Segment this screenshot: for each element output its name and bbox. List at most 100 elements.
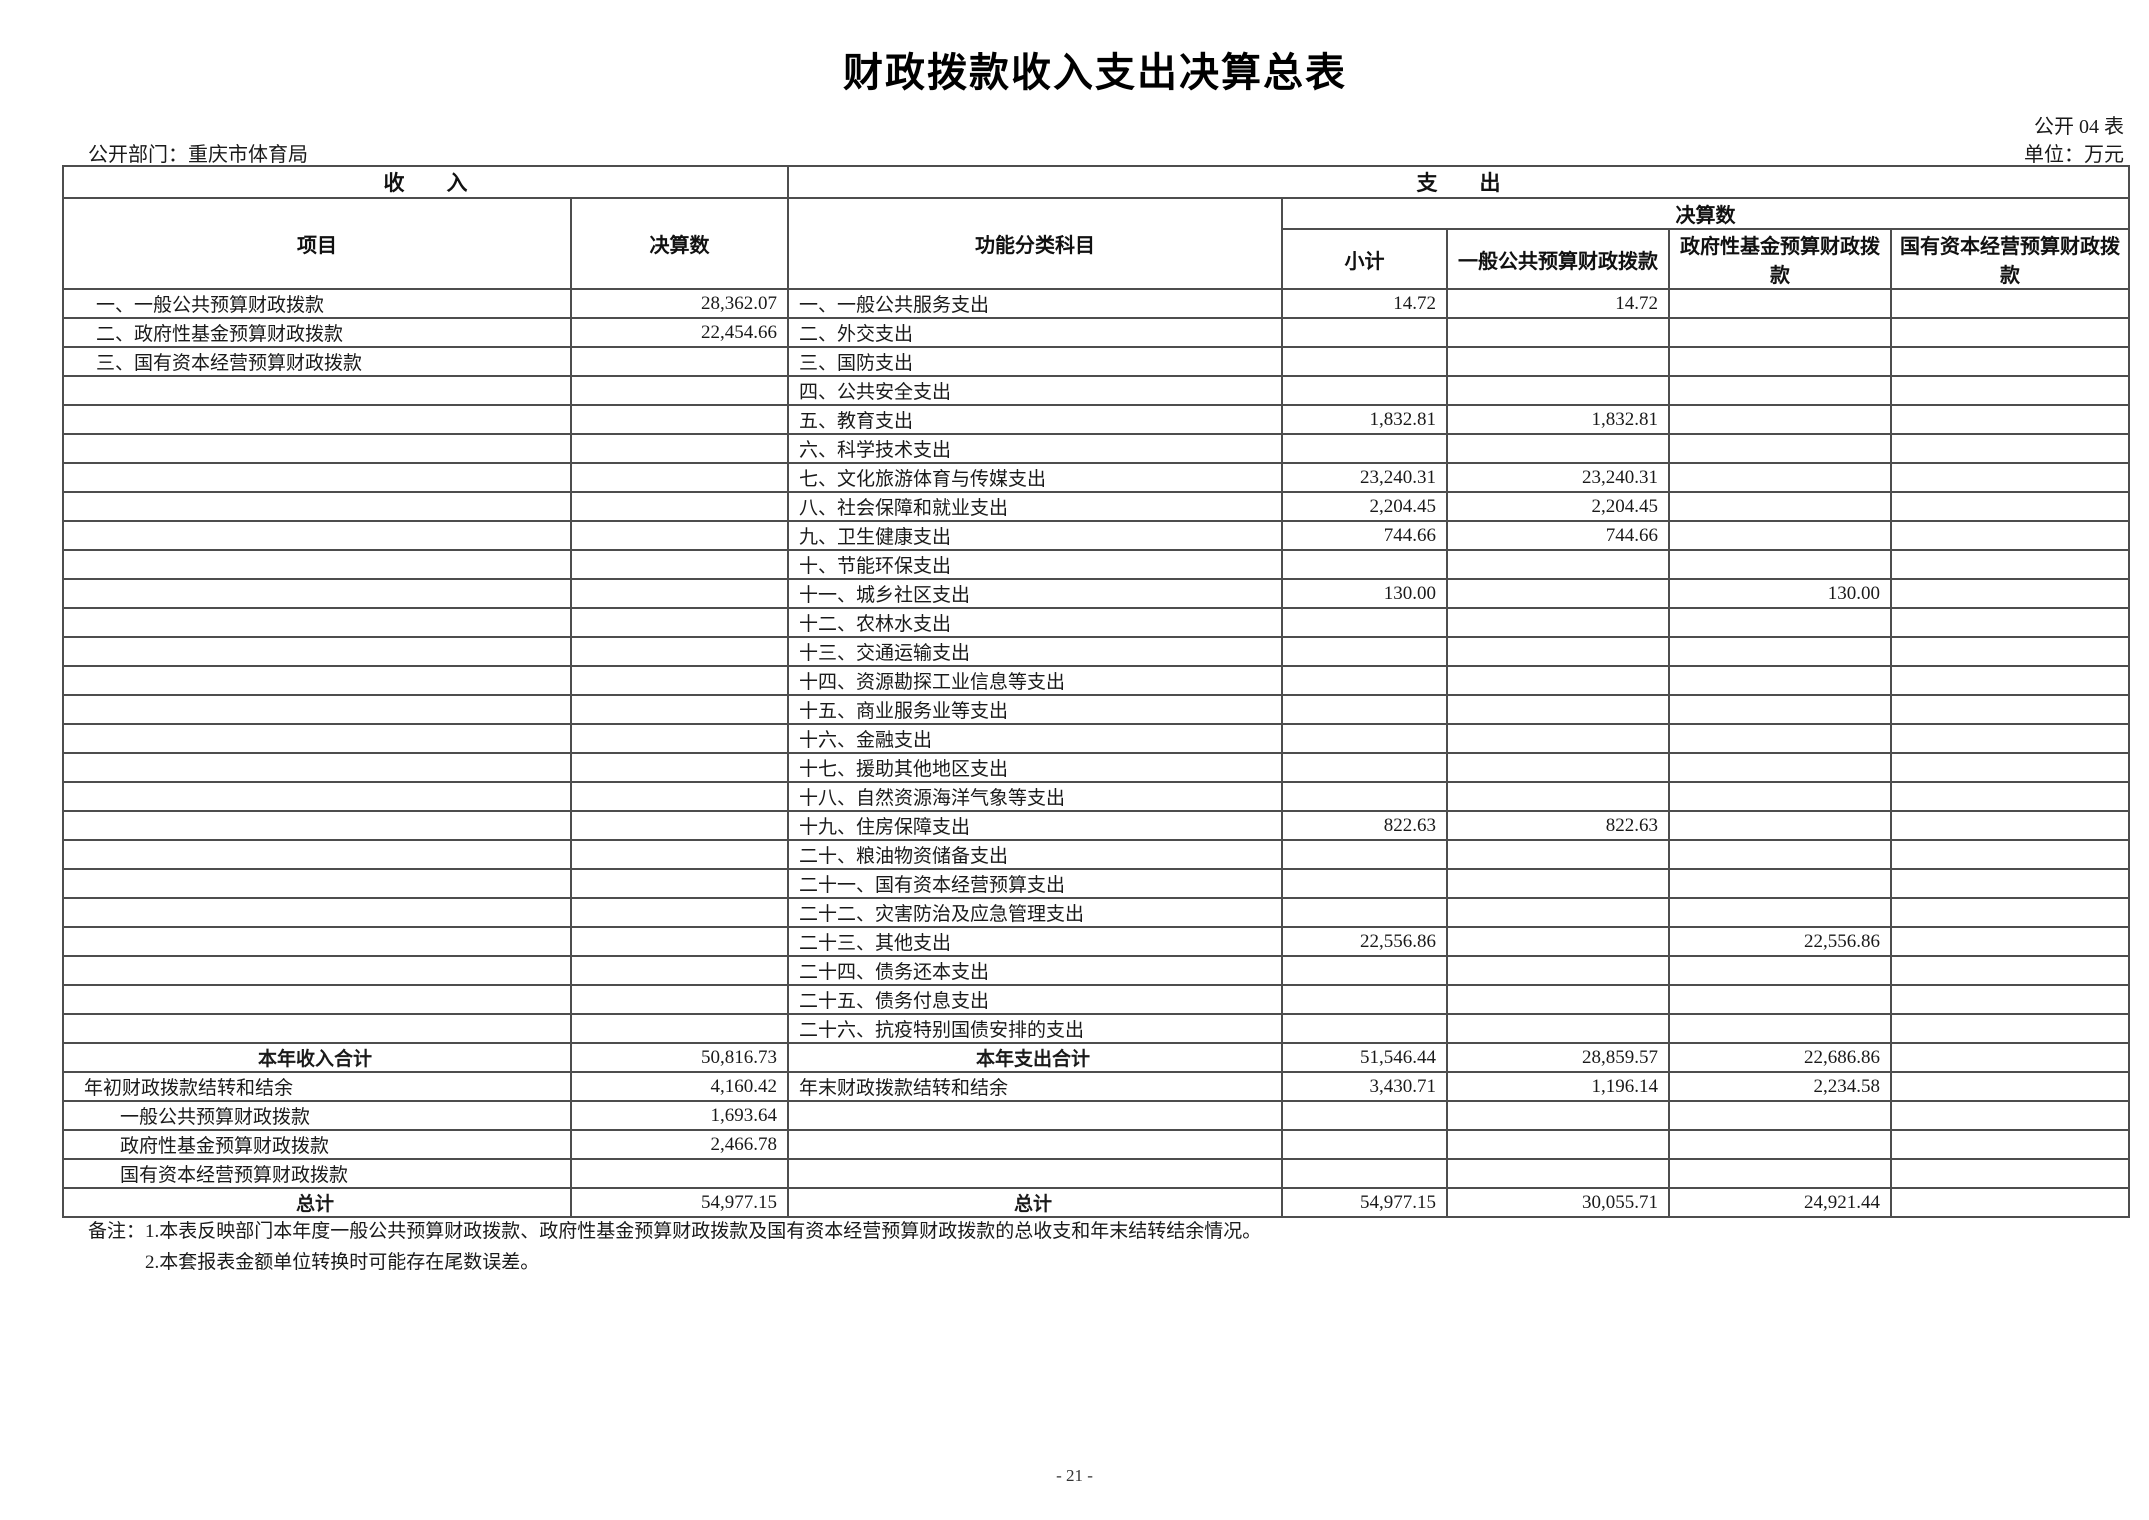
expense-gov-fund-cell bbox=[1668, 462, 1892, 493]
income-value-cell: 1,693.64 bbox=[570, 1100, 789, 1131]
expense-subject-cell: 十五、商业服务业等支出 bbox=[787, 694, 1283, 725]
income-item-cell bbox=[62, 520, 572, 551]
table-row: 九、卫生健康支出 744.66 744.66 bbox=[62, 520, 2131, 551]
expense-state-capital-cell bbox=[1889, 288, 2131, 319]
exp-state-capital-header: 国有资本经营预算财政拨款 bbox=[1889, 228, 2131, 290]
income-item-cell bbox=[62, 839, 572, 870]
expense-state-capital-cell bbox=[1889, 984, 2131, 1015]
expense-subtotal-cell bbox=[1281, 694, 1448, 725]
income-item-cell bbox=[62, 955, 572, 986]
expense-state-capital-cell bbox=[1889, 346, 2131, 377]
expense-state-capital-cell bbox=[1889, 1187, 2131, 1218]
income-value-cell bbox=[570, 375, 789, 406]
expense-gov-fund-cell bbox=[1668, 317, 1892, 348]
expense-general-budget-cell bbox=[1446, 839, 1670, 870]
expense-subtotal-cell bbox=[1281, 549, 1448, 580]
income-item-cell: 三、国有资本经营预算财政拨款 bbox=[62, 346, 572, 377]
income-value-cell bbox=[570, 404, 789, 435]
expense-subtotal-cell: 51,546.44 bbox=[1281, 1042, 1448, 1073]
department-label: 公开部门：重庆市体育局 bbox=[88, 144, 308, 166]
table-row: 国有资本经营预算财政拨款 bbox=[62, 1158, 2131, 1189]
income-item-cell bbox=[62, 897, 572, 928]
expense-subject-cell: 十九、住房保障支出 bbox=[787, 810, 1283, 841]
expense-state-capital-cell bbox=[1889, 665, 2131, 696]
table-row: 本年收入合计 50,816.73 本年支出合计 51,546.44 28,859.57 2… bbox=[62, 1042, 2131, 1073]
income-item-cell bbox=[62, 375, 572, 406]
expense-gov-fund-cell bbox=[1668, 375, 1892, 406]
income-item-cell bbox=[62, 723, 572, 754]
expense-general-budget-cell bbox=[1446, 433, 1670, 464]
income-item-cell bbox=[62, 868, 572, 899]
expense-subject-cell: 本年支出合计 bbox=[787, 1042, 1283, 1073]
income-value-cell: 50,816.73 bbox=[570, 1042, 789, 1073]
expense-state-capital-cell bbox=[1889, 1071, 2131, 1102]
header-row-lower: 小计 一般公共预算财政拨款 政府性基金预算财政拨款 国有资本经营预算财政拨款 bbox=[63, 228, 2131, 290]
income-item-cell bbox=[62, 549, 572, 580]
expense-state-capital-cell bbox=[1889, 955, 2131, 986]
expense-general-budget-cell bbox=[1446, 346, 1670, 377]
table-row: 二十二、灾害防治及应急管理支出 bbox=[62, 897, 2131, 928]
expense-general-budget-cell bbox=[1446, 607, 1670, 638]
expense-gov-fund-cell bbox=[1668, 955, 1892, 986]
income-value-cell bbox=[570, 607, 789, 638]
expense-general-budget-cell: 2,204.45 bbox=[1446, 491, 1670, 522]
table-row: 二十六、抗疫特别国债安排的支出 bbox=[62, 1013, 2131, 1044]
header-row-upper: 项目 决算数 功能分类科目 决算数 bbox=[62, 197, 2131, 290]
expense-state-capital-cell bbox=[1889, 636, 2131, 667]
expense-general-budget-cell: 28,859.57 bbox=[1446, 1042, 1670, 1073]
table-row: 五、教育支出 1,832.81 1,832.81 bbox=[62, 404, 2131, 435]
expense-subtotal-cell: 744.66 bbox=[1281, 520, 1448, 551]
expense-subject-cell: 十六、金融支出 bbox=[787, 723, 1283, 754]
expense-state-capital-cell bbox=[1889, 375, 2131, 406]
income-value-cell bbox=[570, 636, 789, 667]
expense-subtotal-cell bbox=[1281, 1129, 1448, 1160]
income-item-cell bbox=[62, 810, 572, 841]
expense-general-budget-cell: 822.63 bbox=[1446, 810, 1670, 841]
expense-subject-cell: 四、公共安全支出 bbox=[787, 375, 1283, 406]
income-value-cell: 22,454.66 bbox=[570, 317, 789, 348]
expense-subject-cell: 五、教育支出 bbox=[787, 404, 1283, 435]
expense-general-budget-cell: 744.66 bbox=[1446, 520, 1670, 551]
unit-label: 单位：万元 bbox=[2024, 144, 2124, 166]
expense-gov-fund-cell bbox=[1668, 520, 1892, 551]
income-value-cell bbox=[570, 810, 789, 841]
expense-subject-cell: 总计 bbox=[787, 1187, 1283, 1218]
expense-general-budget-cell bbox=[1446, 781, 1670, 812]
income-value-cell bbox=[570, 549, 789, 580]
section-band-row: 收 入 支 出 bbox=[62, 165, 2131, 199]
expense-subject-cell: 六、科学技术支出 bbox=[787, 433, 1283, 464]
expense-gov-fund-cell bbox=[1668, 1013, 1892, 1044]
expense-subtotal-cell: 130.00 bbox=[1281, 578, 1448, 609]
expense-general-budget-cell: 14.72 bbox=[1446, 288, 1670, 319]
expense-state-capital-cell bbox=[1889, 1158, 2131, 1189]
income-item-cell bbox=[62, 752, 572, 783]
income-item-cell bbox=[62, 694, 572, 725]
table-row: 十三、交通运输支出 bbox=[62, 636, 2131, 667]
table-row: 一般公共预算财政拨款 1,693.64 bbox=[62, 1100, 2131, 1131]
income-item-cell bbox=[62, 578, 572, 609]
expense-state-capital-cell bbox=[1889, 433, 2131, 464]
table-row: 十九、住房保障支出 822.63 822.63 bbox=[62, 810, 2131, 841]
table-row: 十四、资源勘探工业信息等支出 bbox=[62, 665, 2131, 696]
expense-subject-cell: 二十一、国有资本经营预算支出 bbox=[787, 868, 1283, 899]
exp-general-budget-header: 一般公共预算财政拨款 bbox=[1446, 228, 1670, 290]
page-number: - 21 - bbox=[1056, 1466, 1093, 1485]
expense-gov-fund-cell bbox=[1668, 549, 1892, 580]
income-item-cell: 政府性基金预算财政拨款 bbox=[62, 1129, 572, 1160]
income-value-cell: 54,977.15 bbox=[570, 1187, 789, 1218]
table-row: 六、科学技术支出 bbox=[62, 433, 2131, 464]
expense-state-capital-cell bbox=[1889, 607, 2131, 638]
table-row: 政府性基金预算财政拨款 2,466.78 bbox=[62, 1129, 2131, 1160]
income-value-cell bbox=[570, 868, 789, 899]
expense-subtotal-cell: 1,832.81 bbox=[1281, 404, 1448, 435]
expense-subject-cell: 九、卫生健康支出 bbox=[787, 520, 1283, 551]
income-value-cell bbox=[570, 897, 789, 928]
expense-gov-fund-cell: 130.00 bbox=[1668, 578, 1892, 609]
expense-state-capital-cell bbox=[1889, 897, 2131, 928]
income-value-cell bbox=[570, 346, 789, 377]
expense-gov-fund-cell bbox=[1668, 868, 1892, 899]
expense-gov-fund-cell bbox=[1668, 694, 1892, 725]
expense-subtotal-cell: 3,430.71 bbox=[1281, 1071, 1448, 1102]
expense-gov-fund-cell bbox=[1668, 781, 1892, 812]
